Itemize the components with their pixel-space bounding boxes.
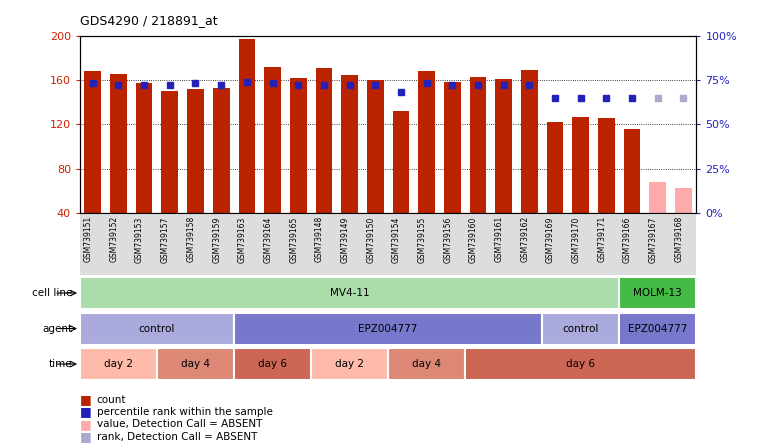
Text: control: control [139, 324, 175, 333]
Text: agent: agent [43, 324, 72, 333]
Text: percentile rank within the sample: percentile rank within the sample [97, 407, 272, 417]
Text: day 2: day 2 [335, 359, 364, 369]
Bar [572, 117, 589, 213]
Text: GSM739150: GSM739150 [366, 216, 375, 262]
Bar [341, 75, 358, 213]
Text: GSM739156: GSM739156 [444, 216, 452, 262]
Bar [234, 313, 543, 345]
Text: count: count [97, 395, 126, 404]
Bar [465, 348, 696, 380]
Text: EPZ004777: EPZ004777 [358, 324, 418, 333]
Text: GSM739169: GSM739169 [546, 216, 555, 262]
Bar [543, 313, 619, 345]
Bar [238, 39, 255, 213]
Text: GSM739161: GSM739161 [495, 216, 504, 262]
Text: GSM739157: GSM739157 [161, 216, 170, 262]
Text: EPZ004777: EPZ004777 [628, 324, 687, 333]
Text: day 6: day 6 [566, 359, 595, 369]
Bar [521, 70, 538, 213]
Bar [546, 122, 563, 213]
Text: ■: ■ [80, 430, 91, 444]
Bar [187, 89, 204, 213]
Bar [649, 182, 666, 213]
Bar [161, 91, 178, 213]
Text: day 2: day 2 [104, 359, 133, 369]
Bar [234, 348, 311, 380]
Bar [470, 77, 486, 213]
Text: GSM739170: GSM739170 [572, 216, 581, 262]
Text: GSM739152: GSM739152 [110, 216, 119, 262]
Text: GSM739154: GSM739154 [392, 216, 401, 262]
Bar [598, 118, 615, 213]
Text: GSM739153: GSM739153 [135, 216, 144, 262]
Bar [311, 348, 388, 380]
Bar [80, 277, 619, 309]
Bar [367, 80, 384, 213]
Text: GSM739162: GSM739162 [521, 216, 530, 262]
Text: MV4-11: MV4-11 [330, 288, 369, 298]
Bar [264, 67, 281, 213]
Text: GSM739167: GSM739167 [649, 216, 658, 262]
Bar [80, 313, 234, 345]
Bar [495, 79, 512, 213]
Bar [80, 348, 157, 380]
Text: GSM739171: GSM739171 [597, 216, 607, 262]
Text: cell line: cell line [32, 288, 72, 298]
Text: GDS4290 / 218891_at: GDS4290 / 218891_at [80, 14, 218, 27]
Text: ■: ■ [80, 393, 91, 406]
Text: day 4: day 4 [412, 359, 441, 369]
Text: value, Detection Call = ABSENT: value, Detection Call = ABSENT [97, 420, 262, 429]
Text: GSM739163: GSM739163 [238, 216, 247, 262]
Text: MOLM-13: MOLM-13 [633, 288, 682, 298]
Text: GSM739160: GSM739160 [469, 216, 478, 262]
Text: GSM739155: GSM739155 [418, 216, 427, 262]
Text: GSM739165: GSM739165 [289, 216, 298, 262]
Bar [290, 78, 307, 213]
Bar [619, 313, 696, 345]
Text: GSM739149: GSM739149 [341, 216, 349, 262]
Text: time: time [49, 359, 72, 369]
Text: day 6: day 6 [258, 359, 287, 369]
Text: GSM739158: GSM739158 [186, 216, 196, 262]
Bar [213, 88, 230, 213]
Text: GSM739151: GSM739151 [84, 216, 93, 262]
Bar [110, 75, 127, 213]
Bar [444, 82, 460, 213]
Text: ■: ■ [80, 418, 91, 431]
Text: day 4: day 4 [181, 359, 210, 369]
Text: control: control [562, 324, 599, 333]
Bar [157, 348, 234, 380]
Text: GSM739164: GSM739164 [263, 216, 272, 262]
Bar [619, 277, 696, 309]
Bar [84, 71, 101, 213]
Text: GSM739148: GSM739148 [315, 216, 324, 262]
Bar [388, 348, 465, 380]
Bar [624, 129, 641, 213]
Text: GSM739159: GSM739159 [212, 216, 221, 262]
Bar [675, 188, 692, 213]
Bar [135, 83, 152, 213]
Bar [316, 68, 333, 213]
Text: ■: ■ [80, 405, 91, 419]
Text: GSM739166: GSM739166 [623, 216, 632, 262]
Bar [419, 71, 435, 213]
Text: GSM739168: GSM739168 [674, 216, 683, 262]
Bar [393, 111, 409, 213]
Text: rank, Detection Call = ABSENT: rank, Detection Call = ABSENT [97, 432, 257, 442]
